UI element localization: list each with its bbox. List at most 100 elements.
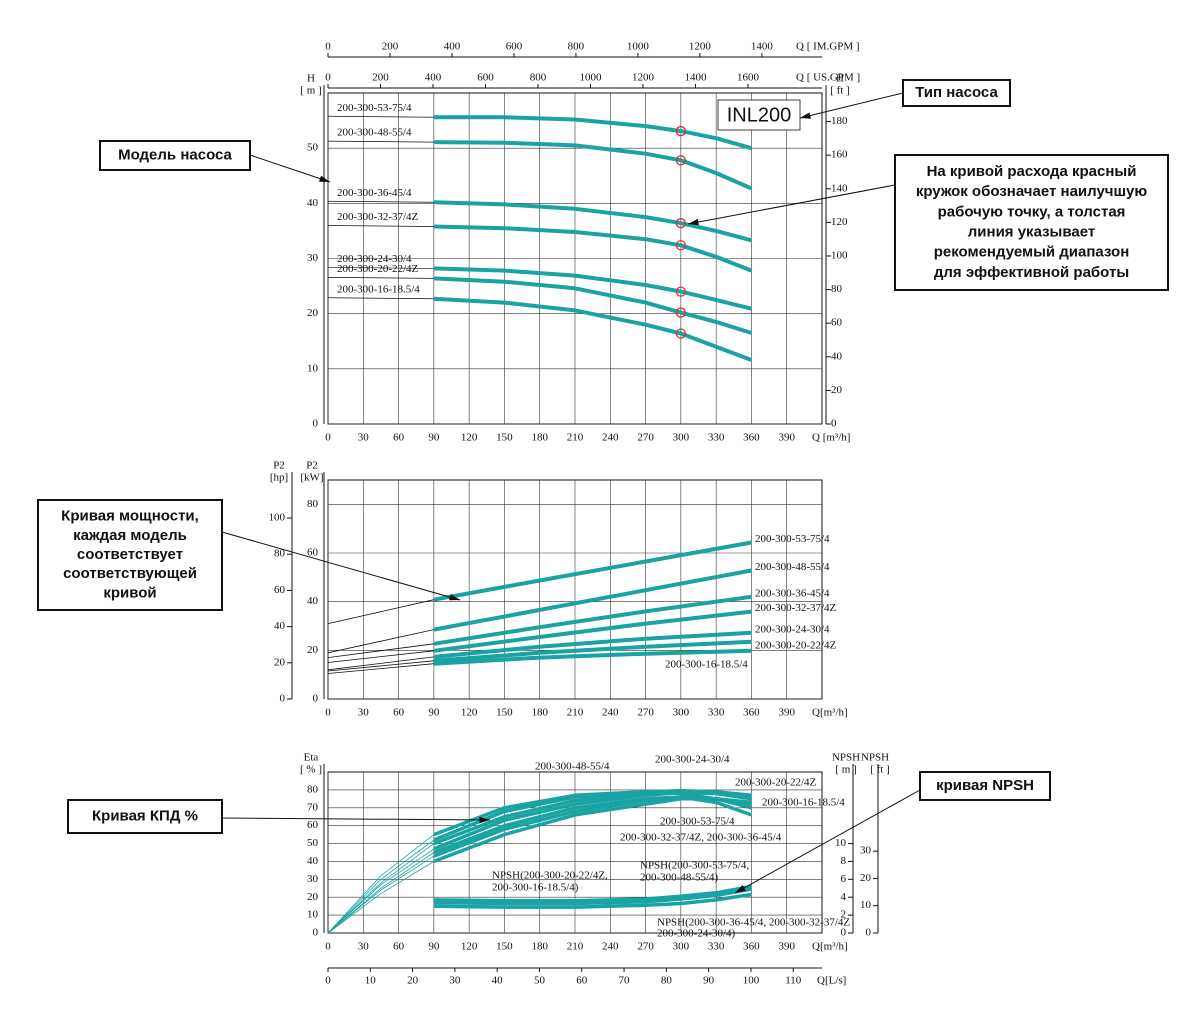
bottom-tick-label: 90 — [703, 975, 715, 987]
npsh-curve — [433, 892, 752, 909]
series-label: 200-300-32-37/4Z — [755, 602, 837, 614]
callout-text: кружок обозначает наилучшую — [916, 183, 1148, 200]
top-tick-label: 800 — [530, 72, 547, 84]
head-curve — [433, 200, 752, 243]
power-curve-thin — [327, 643, 434, 658]
y3-tick-label: 10 — [860, 899, 872, 911]
x-axis-label: Q[m³/h] — [812, 941, 848, 953]
y-tick-label: 80 — [307, 498, 319, 510]
top-tick-label: 200 — [372, 72, 389, 84]
curve-extension — [327, 140, 434, 143]
x-tick-label: 180 — [531, 707, 548, 719]
y2-tick-label: 80 — [274, 548, 286, 560]
curve-label: NPSH(200-300-20-22/4Z, — [492, 870, 608, 882]
series-label: 200-300-48-55/4 — [337, 127, 412, 139]
npsh-curve — [433, 887, 752, 906]
y2-tick-label: 160 — [831, 149, 848, 161]
power-curve — [433, 609, 752, 653]
best-point — [675, 218, 687, 229]
callout: Кривая мощности, каждая модель соответству… — [37, 499, 461, 611]
x-tick-label: 300 — [673, 941, 690, 953]
best-point — [675, 307, 687, 318]
x-tick-label: 270 — [637, 707, 654, 719]
series-label: 200-300-20-22/4Z — [755, 639, 837, 651]
top-tick-label: 600 — [506, 41, 523, 53]
x-tick-label: 240 — [602, 941, 619, 953]
x-tick-label: 390 — [778, 432, 795, 444]
x-tick-label: 180 — [531, 432, 548, 444]
callout-box — [919, 771, 1051, 801]
y-tick-label: 80 — [307, 783, 319, 795]
arrow-head — [319, 175, 330, 182]
callout-arrow — [799, 92, 904, 119]
series-label: 200-300-36-45/4 — [755, 587, 830, 599]
top-tick-label: 1400 — [751, 41, 774, 53]
callout-text: соответствующей — [63, 565, 197, 582]
head-curve — [433, 266, 752, 311]
y3-tick-label: 0 — [866, 927, 872, 939]
x-tick-label: 390 — [778, 707, 795, 719]
series-label: 200-300-16-18.5/4 — [665, 659, 748, 671]
callout-text: кривая NPSH — [936, 777, 1034, 794]
callout-text: рабочую точку, а толстая — [938, 203, 1126, 220]
top-tick-label: 0 — [325, 41, 331, 53]
x-tick-label: 120 — [461, 432, 478, 444]
y2-tick-label: 20 — [831, 384, 843, 396]
power-curve-thin — [327, 660, 434, 672]
top-axis-label: Q [ US.GPM ] — [796, 72, 860, 84]
power-curve — [433, 630, 752, 659]
eta-curve — [433, 797, 752, 864]
y-axis-unit: [kW] — [300, 472, 323, 484]
y-axis-unit: [ % ] — [300, 764, 322, 776]
x-tick-label: 270 — [637, 941, 654, 953]
y-tick-label: 50 — [307, 142, 319, 154]
x-tick-label: 330 — [708, 707, 725, 719]
curve-extension — [327, 225, 434, 227]
callout-arrow — [221, 817, 491, 821]
y2-tick-label: 20 — [274, 656, 286, 668]
x-axis-label: Q[m³/h] — [812, 707, 848, 719]
y2-axis-label: NPSH — [832, 752, 860, 764]
curve-extension — [327, 200, 434, 203]
y3-tick-label: 30 — [860, 845, 872, 857]
callout: На кривой расхода красный кружок обознача… — [687, 154, 1169, 291]
best-point — [675, 328, 687, 339]
arrow-head — [688, 218, 699, 226]
x-tick-label: 150 — [496, 707, 513, 719]
series-label: 200-300-36-45/4 — [337, 187, 412, 199]
y2-tick-label: 100 — [269, 512, 286, 524]
y2-tick-label: 100 — [831, 250, 848, 262]
power-curve — [433, 540, 752, 602]
eta-curve — [433, 795, 752, 855]
eta-curve — [433, 790, 752, 851]
curve-label: 200-300-53-75/4 — [660, 816, 735, 828]
power-curve-thin — [327, 656, 434, 671]
curve-label: 200-300-48-55/4) — [640, 872, 719, 884]
top-tick-label: 1200 — [632, 72, 655, 84]
y2-tick-label: 120 — [831, 216, 848, 228]
y-tick-label: 50 — [307, 837, 319, 849]
x-tick-label: 300 — [673, 432, 690, 444]
x-tick-label: 120 — [461, 941, 478, 953]
x-tick-label: 150 — [496, 432, 513, 444]
callout-text: рекомендуемый диапазон — [934, 244, 1130, 261]
callout-text: На кривой расхода красный — [927, 163, 1137, 180]
callout-box — [902, 79, 1011, 107]
y2-tick-label: 40 — [274, 620, 286, 632]
top-tick-label: 400 — [444, 41, 461, 53]
y2-tick-label: 0 — [841, 927, 847, 939]
top-tick-label: 400 — [425, 72, 442, 84]
curve-extension — [327, 267, 434, 269]
power-curve-thin — [327, 629, 434, 654]
callout: Кривая КПД % — [67, 799, 491, 834]
callout-text: Тип насоса — [915, 84, 998, 101]
callout: Тип насоса — [799, 79, 1011, 119]
power-curve-thin — [327, 663, 434, 674]
top-tick-label: 1400 — [684, 72, 707, 84]
y3-tick-label: 20 — [860, 872, 872, 884]
eta-curve-thin — [327, 861, 435, 934]
head-curve — [433, 115, 752, 151]
y2-tick-label: 40 — [831, 350, 843, 362]
arrow-head — [735, 885, 746, 893]
y-tick-label: 0 — [313, 927, 319, 939]
